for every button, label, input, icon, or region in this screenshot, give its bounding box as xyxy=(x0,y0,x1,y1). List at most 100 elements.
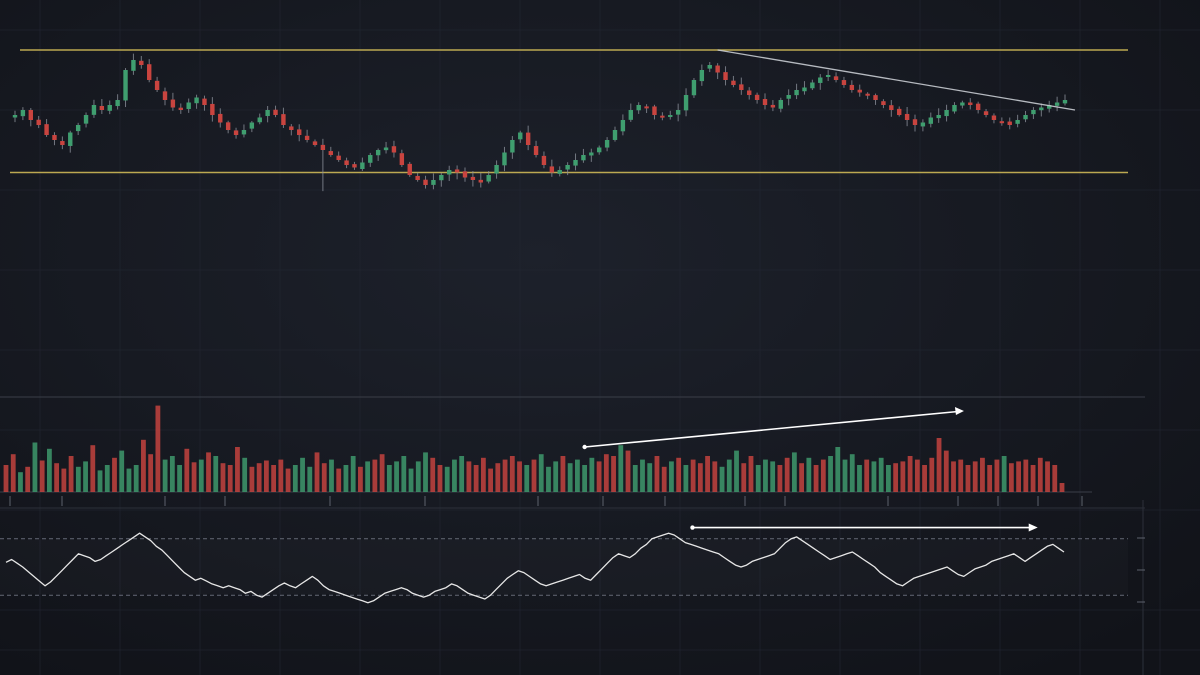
oscillator-band-fill xyxy=(0,540,1128,594)
arrow-head xyxy=(1028,523,1038,532)
volume-bar xyxy=(379,454,385,492)
candle xyxy=(115,100,120,107)
candle xyxy=(762,99,768,105)
volume-bar xyxy=(329,459,334,492)
candle xyxy=(675,110,681,115)
volume-bar xyxy=(1001,456,1007,492)
candle xyxy=(991,115,997,120)
candle xyxy=(865,93,870,96)
candle xyxy=(170,99,176,108)
candle xyxy=(265,110,270,117)
volume-bar xyxy=(857,465,862,492)
candle xyxy=(612,130,618,140)
volume-bar xyxy=(567,463,573,492)
volume-bar xyxy=(1045,461,1050,492)
volume-bar xyxy=(806,457,812,492)
candle xyxy=(1062,100,1068,104)
candle xyxy=(368,155,373,163)
candle xyxy=(407,163,412,175)
volume-bar xyxy=(119,450,125,492)
candle xyxy=(581,155,586,161)
volume-bar xyxy=(820,459,826,492)
candle xyxy=(1023,115,1028,120)
volume-bar xyxy=(213,456,219,492)
candle xyxy=(944,110,949,117)
volume-bar xyxy=(307,466,313,492)
volume-bar xyxy=(538,454,544,492)
candle xyxy=(99,105,105,110)
candle xyxy=(139,60,144,65)
volume-bar xyxy=(726,459,732,492)
candle xyxy=(983,111,989,115)
volume-bar xyxy=(1030,465,1036,492)
candle xyxy=(241,130,247,135)
volume-bar xyxy=(235,447,240,492)
candle xyxy=(754,94,760,100)
volume-bar xyxy=(18,472,23,492)
candle xyxy=(691,80,697,96)
volume-bar xyxy=(292,465,298,492)
volume-bar xyxy=(206,452,211,492)
volume-bar xyxy=(452,459,457,492)
volume-bar xyxy=(169,456,175,492)
volume-bar xyxy=(401,456,407,492)
volume-bar xyxy=(75,466,81,492)
candle xyxy=(447,170,452,175)
candle xyxy=(904,113,910,120)
trendline-anchor xyxy=(582,444,587,450)
candle xyxy=(652,106,657,115)
volume-bar xyxy=(972,461,978,492)
volume-panel xyxy=(3,405,1065,492)
candle xyxy=(383,147,389,151)
candle xyxy=(218,113,223,123)
volume-bar xyxy=(104,465,110,492)
candle xyxy=(60,141,65,145)
volume-bar xyxy=(603,454,609,492)
volume-bar xyxy=(1023,459,1029,492)
candle xyxy=(723,72,728,80)
volume-bar xyxy=(97,470,103,492)
candle xyxy=(786,95,791,99)
candle xyxy=(699,70,705,82)
candle xyxy=(770,104,776,108)
volume-bar xyxy=(517,461,522,492)
volume-bar xyxy=(611,456,616,492)
candle xyxy=(202,98,207,105)
volume-bar xyxy=(1008,463,1014,492)
candle xyxy=(518,132,523,140)
volume-bar xyxy=(683,465,689,492)
candle xyxy=(628,110,633,120)
candle xyxy=(147,64,152,80)
volume-bar xyxy=(574,459,580,492)
candle xyxy=(12,115,18,118)
candle xyxy=(778,100,783,109)
volume-bar xyxy=(734,450,739,492)
volume-bar xyxy=(893,463,899,492)
volume-bar xyxy=(582,465,588,492)
candle xyxy=(549,166,555,173)
candle xyxy=(683,95,689,111)
volume-bar xyxy=(907,456,913,492)
volume-bar xyxy=(697,463,703,492)
volume-bar xyxy=(191,462,197,492)
candle xyxy=(810,82,815,89)
candle xyxy=(431,180,436,185)
trendline-anchor xyxy=(690,525,695,530)
candle xyxy=(423,179,428,185)
candle xyxy=(415,175,420,180)
volume-bar xyxy=(871,461,877,492)
volume-bar xyxy=(39,460,45,492)
candle xyxy=(747,90,752,95)
volume-bar xyxy=(220,463,226,492)
candle xyxy=(225,122,231,130)
candle xyxy=(375,150,381,156)
volume-bar xyxy=(46,448,52,492)
candle xyxy=(328,151,333,155)
volume-bar xyxy=(473,465,479,492)
volume-bar xyxy=(480,457,486,492)
candle xyxy=(91,105,97,115)
volume-bar xyxy=(415,461,421,492)
volume-bar xyxy=(495,463,501,492)
volume-bar xyxy=(654,456,660,492)
candle xyxy=(802,87,807,92)
